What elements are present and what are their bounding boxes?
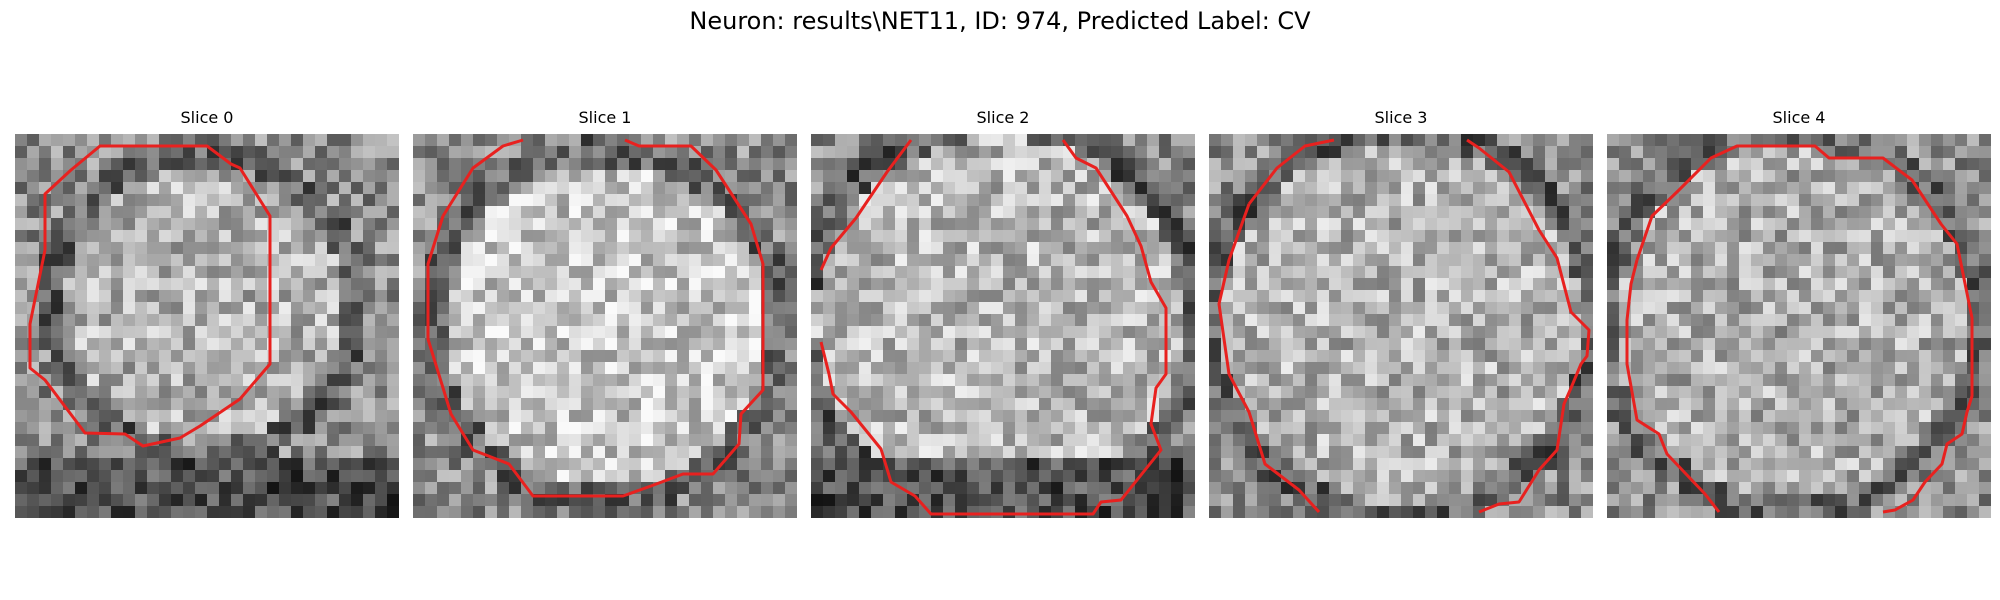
contour-line-3-1	[1466, 138, 1591, 514]
contour-line-4-0	[1635, 144, 1974, 514]
slice-title-3: Slice 3	[1374, 108, 1428, 127]
slice-image-3	[1209, 134, 1593, 518]
slice-title-1: Slice 1	[578, 108, 632, 127]
contour-line-2-0	[819, 139, 913, 271]
slice-title-2: Slice 2	[976, 108, 1030, 127]
contour-line-3-0	[1247, 138, 1335, 205]
contour-line-4-1	[1625, 259, 1721, 513]
figure-title: Neuron: results\NET11, ID: 974, Predicte…	[689, 7, 1311, 35]
contour-line-2-1	[819, 139, 1168, 516]
slice-title-4: Slice 4	[1772, 108, 1826, 127]
slice-image-4	[1607, 134, 1991, 518]
slice-title-0: Slice 0	[180, 108, 234, 127]
contour-line-0-0	[28, 144, 272, 448]
slice-image-2	[811, 134, 1195, 518]
contour-line-3-2	[1217, 203, 1321, 514]
contour-line-1-0	[441, 138, 524, 217]
contour-line-1-1	[426, 138, 765, 498]
slice-image-0	[15, 134, 399, 518]
slice-image-1	[413, 134, 797, 518]
